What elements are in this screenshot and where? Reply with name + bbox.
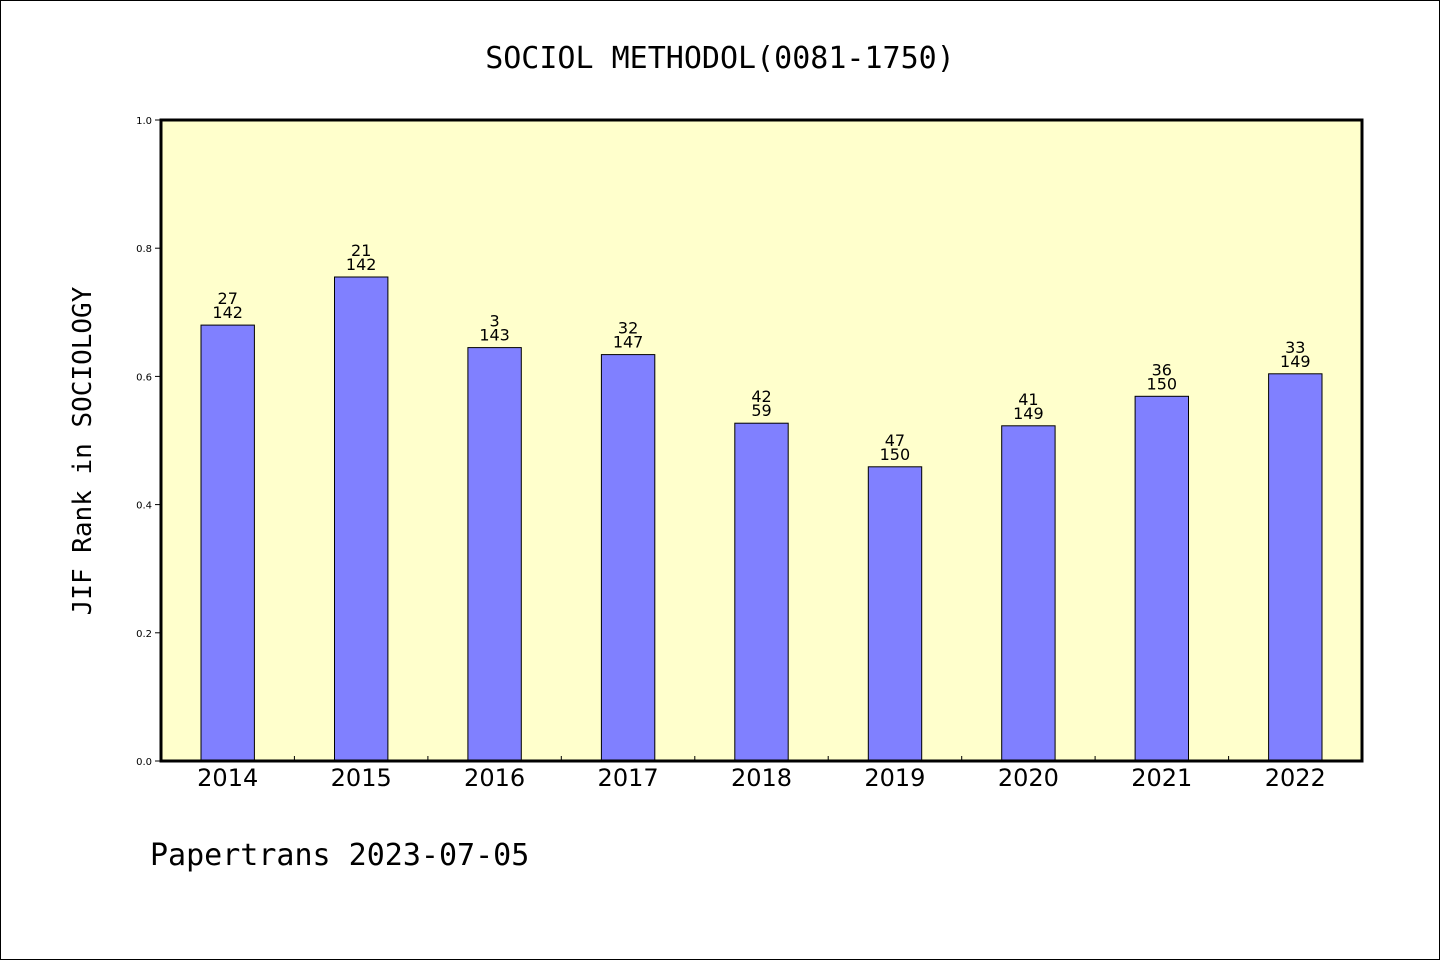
plot-border [159,118,1364,763]
x-tick-label: 2018 [731,764,792,792]
bar-2019 [867,466,923,762]
x-tick-label: 2021 [1131,764,1192,792]
bar-2017 [600,354,656,762]
y-axis: 0.0 0.2 0.4 0.6 0.8 1.0 [136,116,161,768]
bar-total-label: 147 [613,333,644,352]
bar-total-label: 149 [1280,352,1311,371]
x-tick-label: 2022 [1265,764,1326,792]
chart-title: SOCIOL METHODOL(0081-1750) [485,41,955,76]
x-tick-label: 2014 [197,764,258,792]
y-axis-label: JIF Rank in SOCIOLOGY [68,286,98,615]
bars-group [200,276,1323,762]
bar-total-label: 150 [880,445,911,464]
bar-2021 [1134,395,1189,762]
bar-total-label: 150 [1147,374,1178,393]
bar-2014 [200,324,255,762]
y-tick-label: 0.0 [136,757,152,768]
bar-2018 [734,422,789,762]
bar-rank-label: 27 [218,289,238,308]
y-tick-label: 0.8 [136,244,152,255]
y-tick-label: 1.0 [136,116,152,127]
bar-rank-label: 47 [885,431,905,450]
bar-total-label: 142 [212,303,243,322]
bar-2015 [334,276,389,762]
bar-rank-label: 32 [618,319,638,338]
x-tick-label: 2020 [998,764,1059,792]
bar-total-label: 149 [1013,404,1044,423]
y-tick-label: 0.2 [136,629,152,640]
y-tick-label: 0.6 [136,372,152,383]
y-tick-label: 0.4 [136,501,152,512]
bar-total-label: 142 [346,255,377,274]
bar-rank-label: 36 [1152,360,1172,379]
x-tick-label: 2015 [331,764,392,792]
bar-rank-label: 41 [1018,390,1038,409]
bar-total-label: 59 [751,401,771,420]
bar-rank-label: 33 [1285,338,1305,357]
bar-2020 [1001,425,1056,762]
bar-2016 [467,347,522,762]
bar-total-label: 143 [479,326,510,345]
x-tick-label: 2016 [464,764,525,792]
x-tick-label: 2019 [864,764,925,792]
x-tick-label: 2017 [598,764,659,792]
bar-rank-label: 42 [751,387,771,406]
bar-2022 [1268,373,1323,762]
bar-rank-label: 21 [351,241,371,260]
bar-rank-label: 3 [490,312,500,331]
footer-credit: Papertrans 2023-07-05 [150,838,529,873]
x-axis: 2014 2015 2016 2017 2018 2019 2020 2021 2022 [197,756,1326,792]
